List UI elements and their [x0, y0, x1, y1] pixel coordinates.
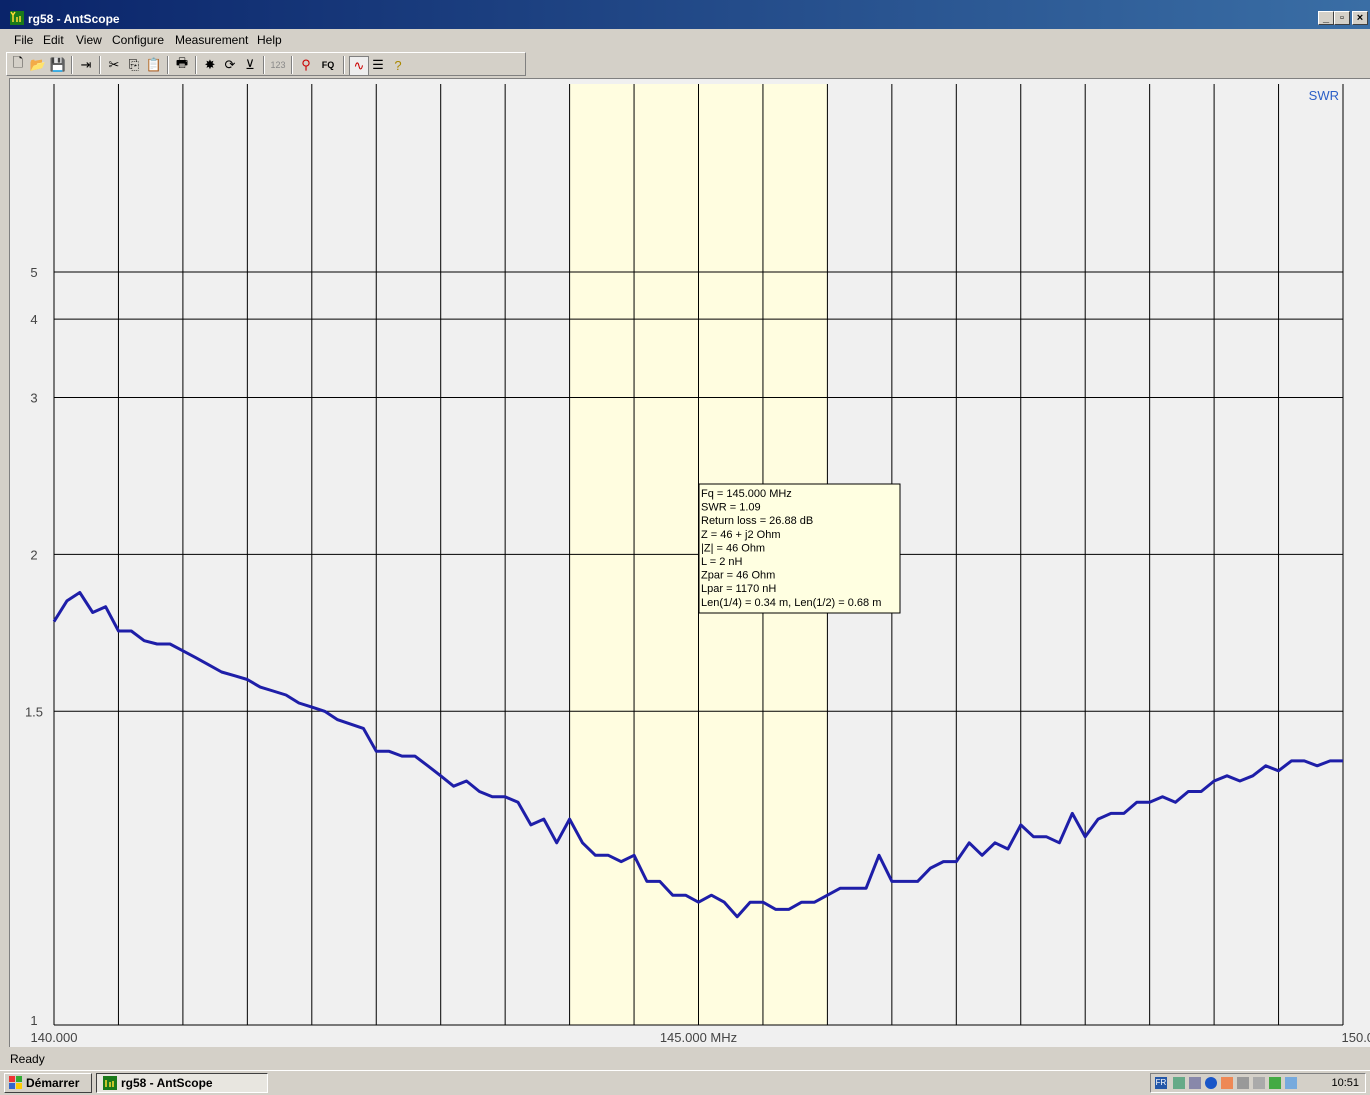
x-tick-label: 150.000	[1342, 1030, 1370, 1045]
antscope-app-icon	[10, 11, 24, 25]
paste-icon[interactable]: 📋	[145, 56, 163, 74]
y-tick-label: 3	[30, 391, 37, 406]
start-label: Démarrer	[26, 1076, 79, 1090]
copy-icon[interactable]: ⎘	[125, 56, 143, 74]
open-icon[interactable]: 📂	[29, 56, 47, 74]
close-button[interactable]: ×	[1352, 11, 1368, 25]
swr-chart[interactable]: 1 1.5 2 3 4 5 140.000 145.000 MHz 150.000 SWR Fq =…	[10, 79, 1370, 1047]
swr-chart-area[interactable]: 1 1.5 2 3 4 5 140.000 145.000 MHz 150.000 SWR Fq =…	[9, 78, 1370, 1047]
x-tick-label: 145.000 MHz	[660, 1030, 737, 1045]
clock: 10:51	[1331, 1077, 1359, 1089]
y-tick-label: 4	[30, 312, 37, 327]
status-bar: Ready	[0, 1048, 1370, 1069]
series-legend-label: SWR	[1309, 88, 1339, 103]
tooltip-line: |Z| = 46 Ohm	[701, 542, 765, 554]
print-icon[interactable]: 🖶	[173, 56, 191, 74]
curve-icon[interactable]: ∿	[349, 56, 369, 76]
menu-help[interactable]: Help	[257, 33, 282, 47]
microphone-icon[interactable]	[1253, 1077, 1265, 1089]
tooltip-line: SWR = 1.09	[701, 502, 761, 514]
update-icon[interactable]	[1269, 1077, 1281, 1089]
y-tick-label: 1.5	[25, 704, 43, 719]
y-tick-label: 1	[30, 1013, 37, 1028]
menu-view[interactable]: View	[76, 33, 102, 47]
export-icon[interactable]: ⇥	[77, 56, 95, 74]
tooltip-line: Len(1/4) = 0.34 m, Len(1/2) = 0.68 m	[701, 597, 881, 609]
bluetooth-icon[interactable]	[1205, 1077, 1217, 1089]
toolbar-separator	[71, 56, 73, 74]
toolbar-separator	[343, 56, 345, 74]
save-icon[interactable]: 💾	[49, 56, 67, 74]
menu-edit[interactable]: Edit	[43, 33, 64, 47]
list-icon[interactable]: ☰	[369, 56, 387, 74]
number-icon[interactable]: 123	[269, 56, 287, 74]
help-icon[interactable]: ?	[389, 56, 407, 74]
tooltip-line: Fq = 145.000 MHz	[701, 488, 792, 500]
window-title: rg58 - AntScope	[28, 12, 120, 26]
toolbar-separator	[99, 56, 101, 74]
taskbar: Démarrer rg58 - AntScope FR 10:51	[0, 1070, 1370, 1095]
windows-logo-icon	[9, 1076, 23, 1090]
refresh-icon[interactable]: ⟳	[221, 56, 239, 74]
cut-icon[interactable]: ✂	[105, 56, 123, 74]
minimize-button[interactable]: _	[1318, 11, 1334, 25]
security-icon[interactable]	[1221, 1077, 1233, 1089]
taskbar-item-antscope[interactable]: rg58 - AntScope	[96, 1073, 268, 1093]
toolbar-separator	[263, 56, 265, 74]
chart-check-icon[interactable]: ⊻	[241, 56, 259, 74]
tooltip-line: Lpar = 1170 nH	[701, 583, 776, 595]
frequency-icon[interactable]: FQ	[319, 56, 337, 74]
antenna-icon[interactable]: ⚲	[297, 56, 315, 74]
menu-file[interactable]: File	[14, 33, 33, 47]
status-text: Ready	[10, 1052, 45, 1066]
tooltip-line: Zpar = 46 Ohm	[701, 570, 775, 582]
language-indicator[interactable]: FR	[1155, 1077, 1167, 1089]
y-tick-label: 5	[30, 265, 37, 280]
tooltip-line: Z = 46 + j2 Ohm	[701, 529, 780, 541]
search-icon[interactable]	[1189, 1077, 1201, 1089]
toolbar-separator	[291, 56, 293, 74]
start-button[interactable]: Démarrer	[4, 1073, 92, 1093]
restore-button[interactable]: ▫	[1334, 11, 1350, 25]
toolbar-separator	[167, 56, 169, 74]
system-tray: FR 10:51	[1150, 1073, 1366, 1093]
volume-icon[interactable]	[1285, 1077, 1297, 1089]
menu-bar: File Edit View Configure Measurement Hel…	[0, 30, 1370, 50]
toolbar: 🗋 📂 💾 ⇥ ✂ ⎘ 📋 🖶 ✸ ⟳ ⊻ 123 ⚲ FQ ∿ ☰ ?	[6, 52, 526, 76]
star-icon[interactable]: ✸	[201, 56, 219, 74]
network-icon[interactable]	[1173, 1077, 1185, 1089]
new-icon[interactable]: 🗋	[9, 56, 27, 74]
x-tick-label: 140.000	[31, 1030, 78, 1045]
title-bar[interactable]: rg58 - AntScope _ ▫ ×	[0, 0, 1370, 29]
menu-configure[interactable]: Configure	[112, 33, 164, 47]
tooltip-line: Return loss = 26.88 dB	[701, 515, 813, 527]
tooltip-line: L = 2 nH	[701, 556, 743, 568]
menu-measurement[interactable]: Measurement	[175, 33, 248, 47]
toolbar-separator	[195, 56, 197, 74]
taskbar-item-label: rg58 - AntScope	[121, 1076, 213, 1090]
antscope-app-icon	[103, 1076, 117, 1090]
y-tick-label: 2	[30, 547, 37, 562]
wifi-icon[interactable]	[1237, 1077, 1249, 1089]
